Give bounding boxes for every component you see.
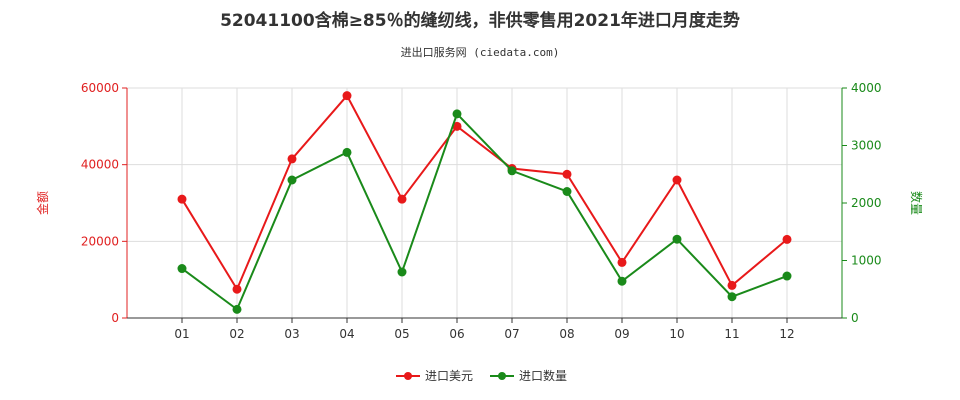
series-1-point bbox=[672, 175, 682, 185]
series-1-point bbox=[727, 280, 737, 290]
y-axis-left-label: 金额 bbox=[35, 191, 50, 215]
legend-marker-1 bbox=[404, 372, 412, 380]
series-1-point bbox=[232, 284, 242, 294]
axes bbox=[122, 87, 847, 323]
series-2-point bbox=[562, 187, 572, 196]
x-tick-label: 10 bbox=[669, 327, 684, 341]
y-right-tick-label: 1000 bbox=[851, 254, 882, 268]
legend-label-1: 进口美元 bbox=[425, 369, 473, 383]
series-2-point bbox=[672, 234, 682, 244]
legend-marker-2 bbox=[498, 372, 506, 380]
series-line-1 bbox=[181, 93, 788, 292]
x-tick-label: 09 bbox=[614, 327, 629, 341]
y-axis-right-label: 数量 bbox=[909, 191, 924, 215]
y-left-tick-label: 60000 bbox=[81, 81, 119, 95]
series-2-point bbox=[452, 109, 462, 119]
y-left-tick-label: 0 bbox=[111, 311, 119, 325]
series-2-point bbox=[232, 304, 242, 314]
x-tick-label: 11 bbox=[724, 327, 739, 341]
legend: 进口美元 进口数量 bbox=[396, 368, 567, 383]
x-tick-label: 03 bbox=[284, 327, 299, 341]
chart-title: 52041100含棉≥85％的缝纫线，非供零售用2021年进口月度走势 bbox=[220, 11, 740, 31]
chart-subtitle: 进出口服务网 (ciedata.com) bbox=[400, 46, 560, 59]
y-left-tick-label: 40000 bbox=[81, 158, 119, 172]
series-line-2 bbox=[181, 112, 788, 311]
series-2-point bbox=[342, 147, 352, 157]
series-2-point bbox=[617, 276, 627, 286]
x-tick-label: 01 bbox=[174, 327, 189, 341]
y-right-tick-label: 0 bbox=[851, 311, 859, 325]
y-right-tick-label: 3000 bbox=[851, 139, 882, 153]
series-1-point bbox=[397, 194, 407, 204]
x-tick-label: 08 bbox=[559, 327, 574, 341]
x-tick-label: 06 bbox=[449, 327, 464, 341]
x-tick-label: 07 bbox=[504, 327, 519, 341]
series-2-point bbox=[507, 166, 517, 176]
series-2-point bbox=[727, 292, 737, 302]
y-right-tick-label: 2000 bbox=[851, 196, 882, 210]
y-right-tick-label: 4000 bbox=[851, 81, 882, 95]
series-2-point bbox=[177, 264, 187, 274]
series-1-point bbox=[452, 121, 462, 131]
series-2-point bbox=[287, 175, 297, 185]
series-1-point bbox=[177, 194, 187, 204]
series-1-point bbox=[342, 91, 352, 101]
series-2-point bbox=[782, 271, 792, 281]
x-tick-label: 05 bbox=[394, 327, 409, 341]
tick-labels: 0 20000 40000 60000 0 1000 2000 3000 4000 01 02 03 0… bbox=[81, 81, 882, 341]
series-1-point bbox=[782, 234, 792, 244]
x-tick-label: 12 bbox=[779, 327, 794, 341]
x-tick-label: 04 bbox=[339, 327, 354, 341]
series-2-point bbox=[397, 267, 407, 277]
series-lines bbox=[177, 91, 792, 314]
x-tick-label: 02 bbox=[229, 327, 244, 341]
y-left-tick-label: 20000 bbox=[81, 234, 119, 248]
legend-label-2: 进口数量 bbox=[519, 368, 567, 383]
series-1-point bbox=[617, 257, 627, 267]
series-1-point bbox=[287, 154, 297, 164]
series-1-point bbox=[562, 169, 572, 179]
